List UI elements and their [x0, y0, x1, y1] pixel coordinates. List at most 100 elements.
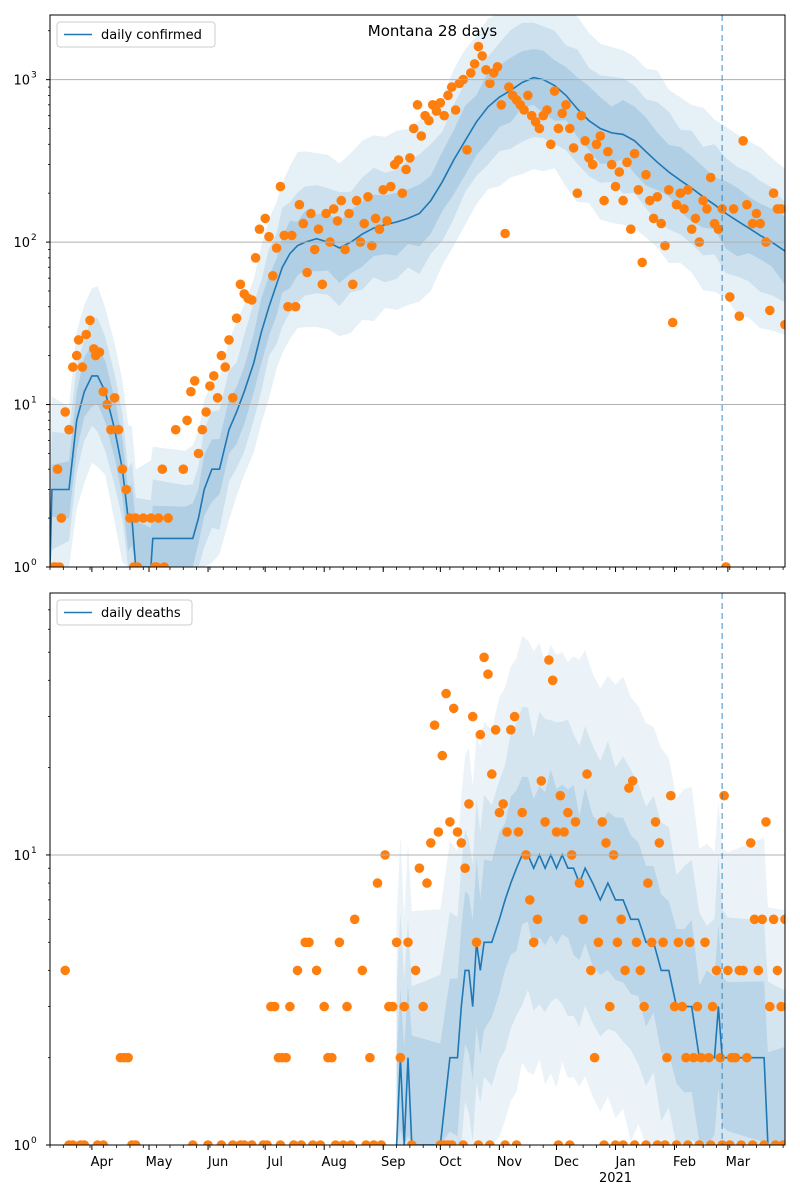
- observed-point: [751, 208, 762, 219]
- x-tick-label: Jun: [207, 1155, 228, 1170]
- observed-point: [757, 914, 767, 925]
- observed-point: [271, 243, 282, 253]
- observed-point: [403, 937, 413, 948]
- observed-point: [639, 1001, 649, 1012]
- observed-point: [624, 783, 634, 793]
- observed-point-zero: [330, 1140, 341, 1145]
- observed-point: [646, 937, 657, 948]
- observed-point: [178, 464, 189, 475]
- observed-point: [755, 218, 765, 229]
- observed-point: [490, 725, 501, 735]
- observed-point: [201, 407, 211, 417]
- observed-point: [471, 937, 482, 948]
- observed-point: [443, 90, 453, 101]
- observed-point: [616, 914, 626, 925]
- observed-point: [197, 424, 208, 435]
- x-tick-label: Mar: [726, 1155, 751, 1170]
- observed-point: [498, 799, 509, 809]
- observed-point: [332, 216, 343, 226]
- observed-point: [268, 271, 278, 281]
- observed-point: [302, 267, 312, 278]
- observed-point-zero: [338, 1140, 348, 1145]
- observed-point-zero: [511, 1140, 522, 1145]
- observed-point: [467, 711, 478, 722]
- x-tick-label: Feb: [673, 1155, 696, 1170]
- observed-point: [311, 965, 322, 976]
- observed-point: [747, 218, 758, 229]
- observed-point: [60, 965, 70, 976]
- observed-point: [475, 729, 486, 740]
- legend-box: [56, 599, 193, 626]
- uncertainty-band-3: [50, 49, 785, 567]
- observed-point: [753, 965, 764, 976]
- y-tick-label: 10: [13, 849, 30, 864]
- observed-point: [182, 415, 192, 426]
- observed-point: [224, 335, 234, 345]
- observed-point: [645, 195, 655, 206]
- observed-point: [723, 965, 733, 976]
- observed-point: [553, 123, 564, 134]
- observed-point: [56, 513, 67, 523]
- x-tick-label: Oct: [439, 1155, 461, 1170]
- observed-point-zero: [203, 1140, 213, 1145]
- observed-point: [247, 295, 257, 305]
- observed-point: [525, 895, 535, 905]
- observed-point-zero: [736, 1140, 746, 1145]
- observed-point: [555, 790, 566, 801]
- observed-point: [157, 464, 168, 475]
- observed-point: [460, 863, 470, 873]
- observed-point: [662, 1052, 672, 1063]
- observed-point-zero: [770, 1140, 781, 1145]
- observed-point: [745, 838, 756, 848]
- observed-point: [60, 407, 70, 417]
- observed-point: [780, 914, 785, 925]
- observed-point: [658, 937, 668, 948]
- observed-point: [635, 965, 646, 976]
- observed-point: [408, 123, 419, 134]
- observed-point-zero: [694, 1140, 705, 1145]
- observed-point: [654, 838, 665, 848]
- observed-point: [622, 157, 632, 168]
- observed-point: [424, 115, 434, 126]
- x-tick-label: Apr: [91, 1155, 114, 1170]
- observed-point: [768, 188, 779, 198]
- y-tick-label: 10: [13, 74, 30, 89]
- observed-point: [327, 1052, 337, 1063]
- observed-point: [481, 65, 491, 75]
- observed-point-zero: [683, 1140, 693, 1145]
- observed-point: [603, 146, 613, 157]
- observed-point: [681, 1052, 691, 1063]
- observed-point: [700, 937, 710, 948]
- uncertainty-band-1: [50, 15, 785, 567]
- observed-point: [544, 655, 554, 665]
- observed-point: [589, 1052, 600, 1063]
- observed-point: [599, 195, 609, 206]
- observed-point: [730, 1052, 741, 1063]
- observed-point: [652, 192, 663, 202]
- y-tick-exponent: 1: [31, 396, 37, 406]
- observed-point-zero: [361, 1140, 371, 1145]
- observed-point: [574, 878, 585, 888]
- observed-point: [702, 204, 712, 214]
- observed-point: [713, 224, 724, 234]
- observed-point: [671, 199, 682, 210]
- observed-point-zero: [79, 1140, 90, 1145]
- legend-box: [56, 21, 216, 48]
- observed-point: [209, 371, 219, 381]
- observed-point: [675, 188, 686, 198]
- observed-point: [627, 776, 638, 786]
- observed-point: [292, 965, 303, 976]
- x-tick-label: Aug: [322, 1155, 347, 1170]
- observed-point-zero: [130, 1140, 141, 1145]
- observed-point-zero: [717, 1140, 727, 1145]
- observed-point: [370, 213, 381, 224]
- observed-point-zero: [641, 1140, 651, 1145]
- observed-point: [677, 1001, 687, 1012]
- observed-point: [549, 86, 560, 96]
- observed-point: [412, 100, 423, 110]
- observed-point-zero: [308, 1140, 318, 1145]
- y-tick-label: 10: [13, 399, 30, 414]
- observed-point: [456, 838, 467, 848]
- observed-point: [738, 136, 748, 146]
